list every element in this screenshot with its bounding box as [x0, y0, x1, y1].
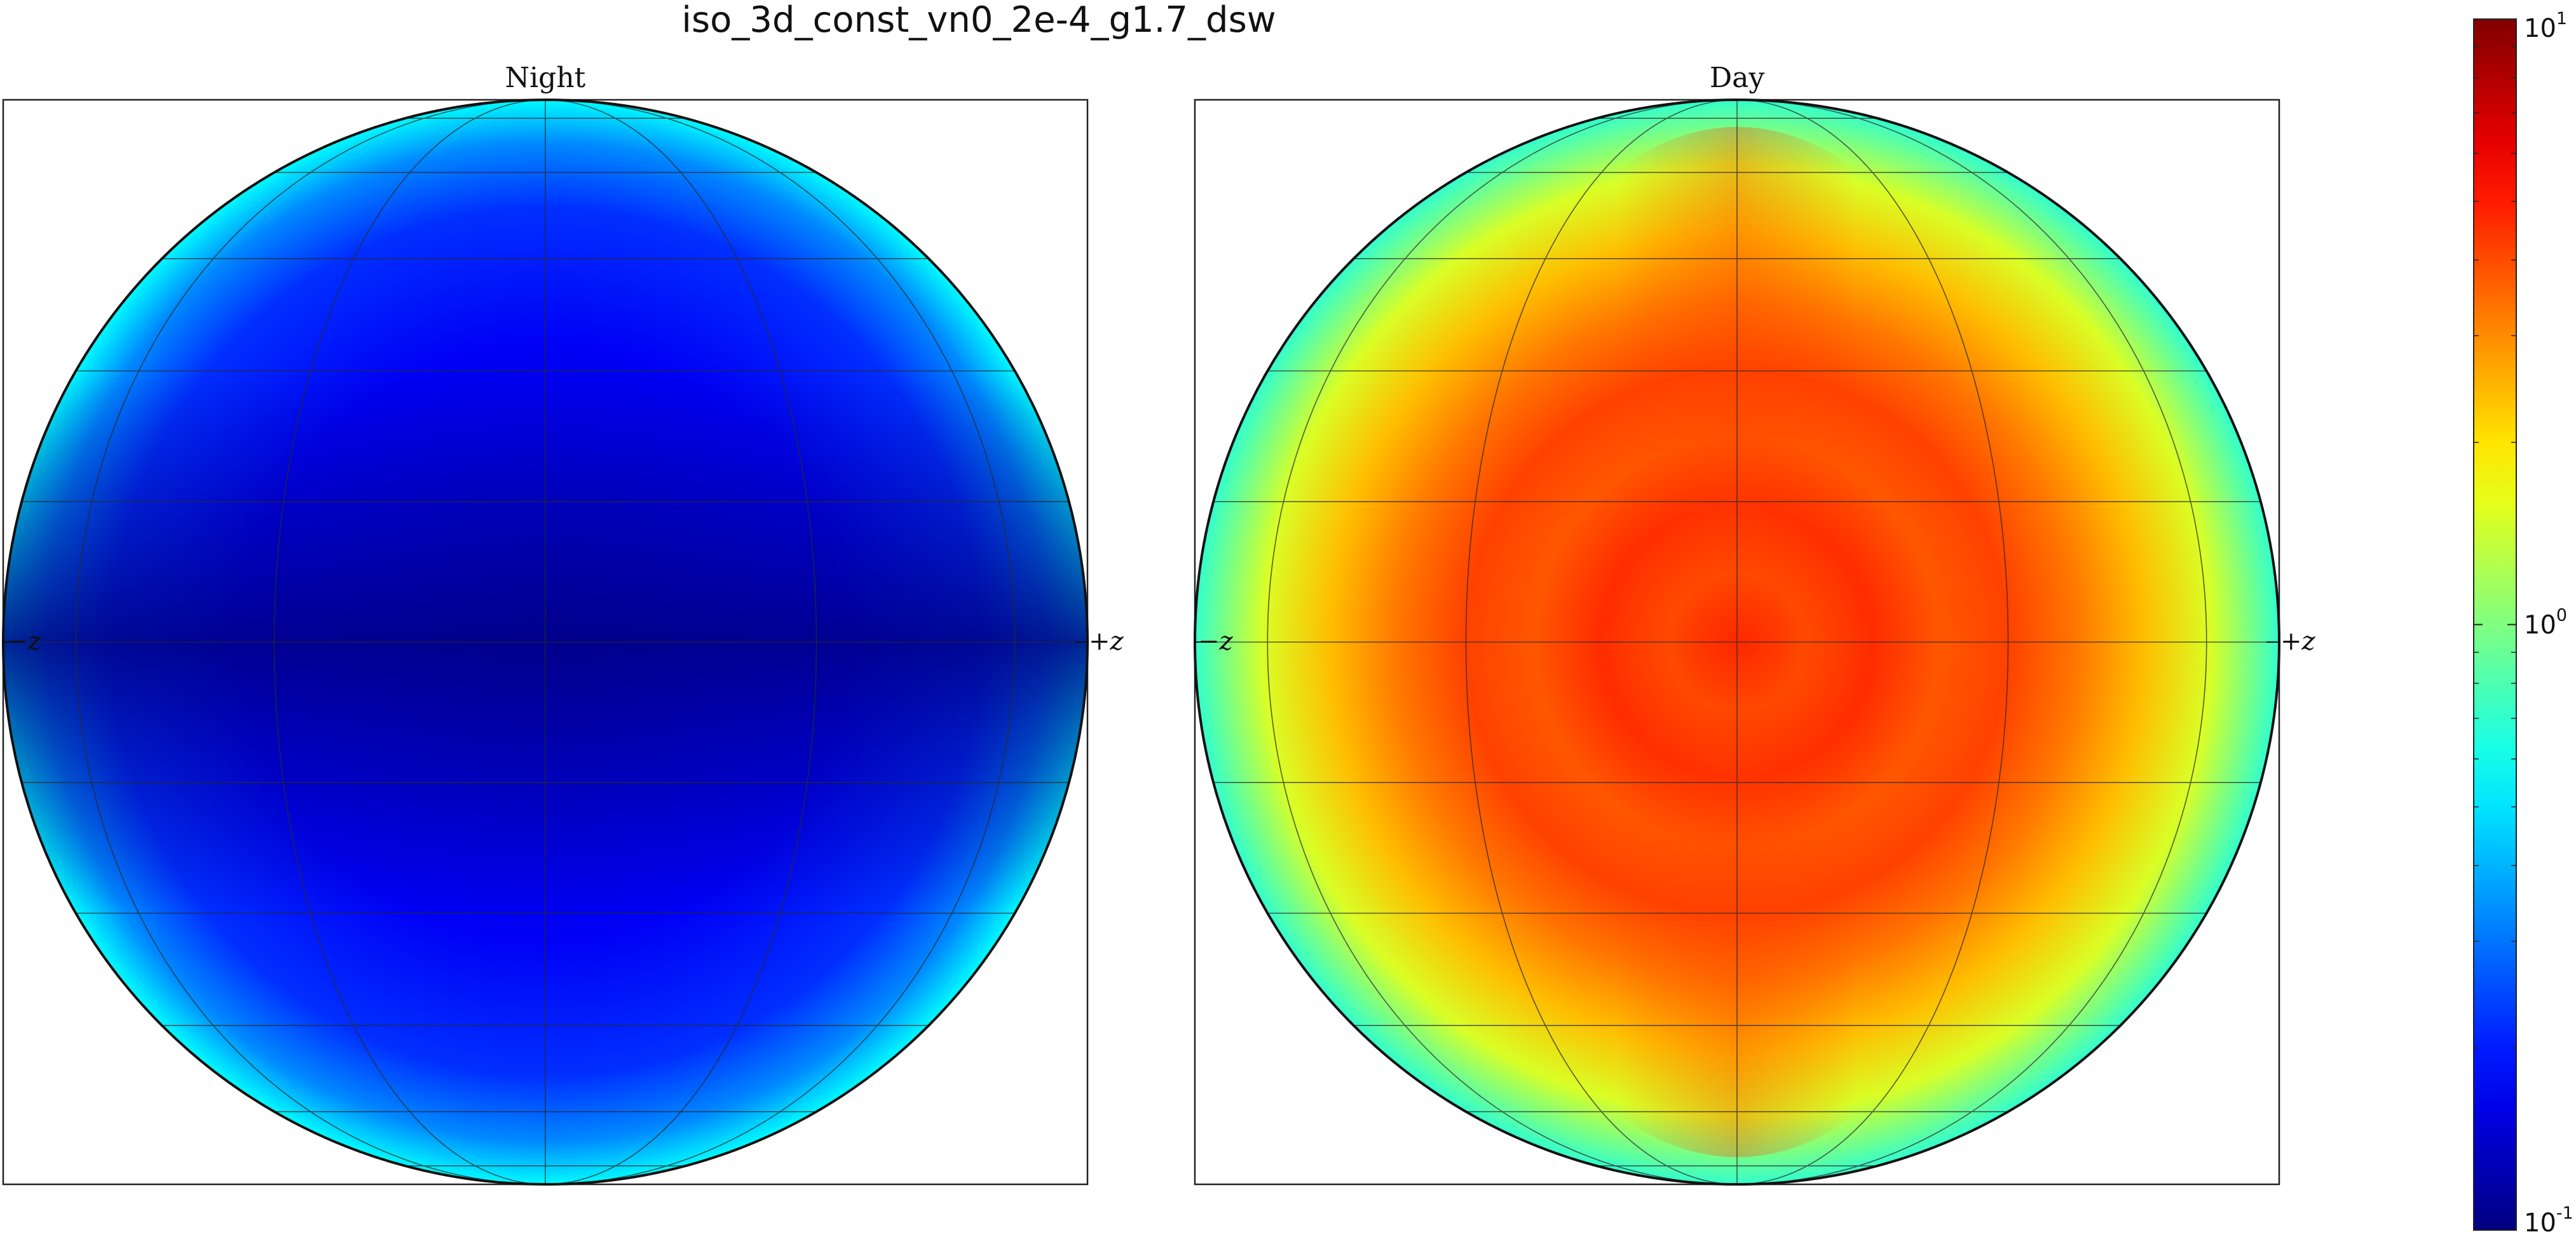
- figure-title: iso_3d_const_vn0_2e-4_g1.7_dsw: [681, 0, 1276, 41]
- day-right-axis-label: +z: [2280, 627, 2316, 656]
- graticule: [1195, 100, 2279, 1184]
- globe-night: [2, 99, 1089, 1186]
- night-left-axis-label: −z: [6, 627, 42, 656]
- colorbar-tick-exponent: -1: [2556, 1203, 2573, 1223]
- day-left-axis-label: −z: [1198, 627, 1234, 656]
- panel-night-title: Night: [505, 62, 586, 94]
- colorbar-tick-label: 100: [2524, 606, 2567, 640]
- graticule-meridian: [75, 100, 1016, 1184]
- graticule-meridian: [1465, 100, 2009, 1184]
- panel-night: Night −z +z: [2, 62, 1124, 1186]
- colorbar-tick-label: 10-1: [2524, 1203, 2573, 1238]
- panel-day-title: Day: [1710, 62, 1765, 94]
- colorbar-tick-exponent: 0: [2556, 606, 2567, 626]
- graticule-meridian: [273, 100, 817, 1184]
- colorbar-tick-exponent: 1: [2556, 9, 2567, 29]
- graticule: [3, 100, 1087, 1184]
- colorbar-tick-label: 101: [2524, 9, 2567, 43]
- globe-day: [1194, 99, 2280, 1186]
- graticule-meridian: [1267, 100, 2207, 1184]
- panel-day: Day −z +z: [1194, 62, 2316, 1186]
- night-right-axis-label: +z: [1089, 627, 1124, 656]
